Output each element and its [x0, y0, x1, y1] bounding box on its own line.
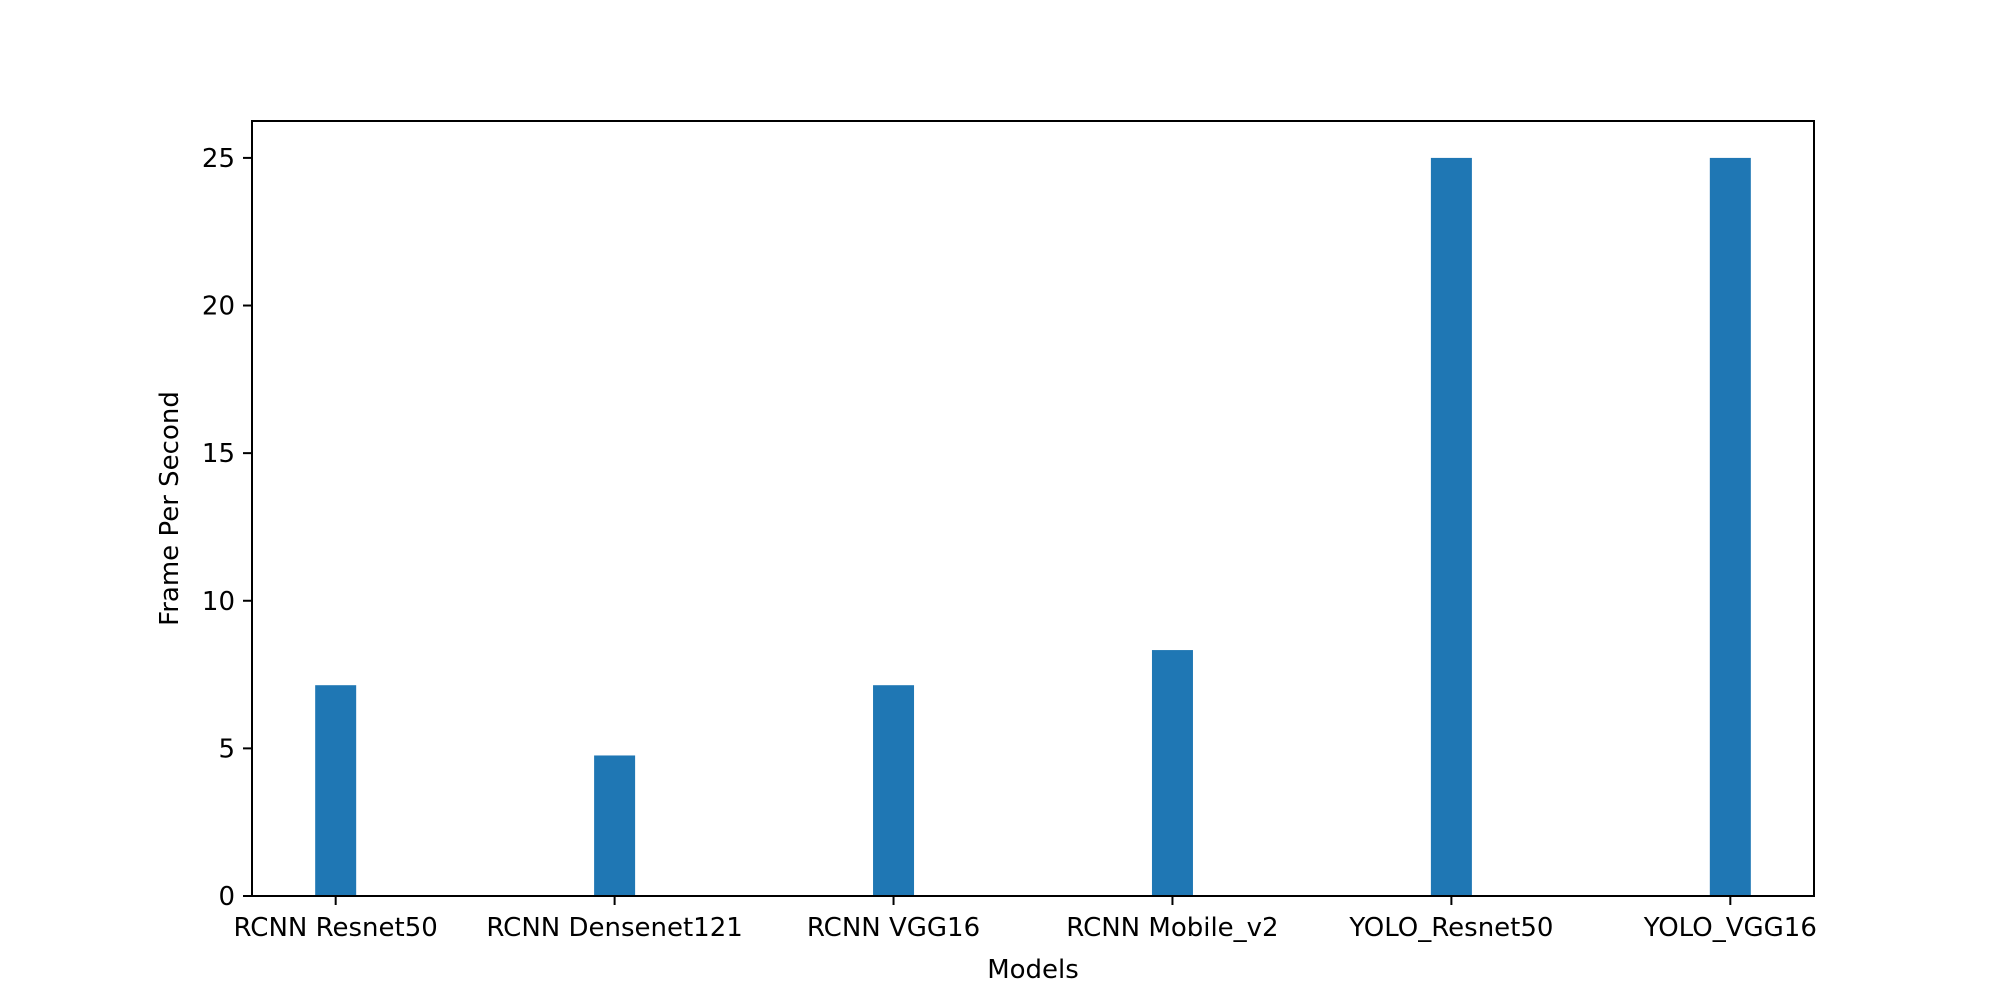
- y-tick-label: 25: [202, 144, 235, 174]
- x-tick-label: YOLO_Resnet50: [1348, 913, 1553, 943]
- x-tick-label: YOLO_VGG16: [1643, 913, 1817, 943]
- x-axis: RCNN Resnet50 RCNN Densenet121 RCNN VGG16 R…: [234, 896, 1817, 943]
- y-tick-label: 15: [202, 439, 235, 469]
- x-tick-label: RCNN Densenet121: [486, 913, 742, 943]
- y-tick-label: 10: [202, 587, 235, 617]
- bar: [1709, 157, 1751, 896]
- y-axis-label: Frame Per Second: [155, 391, 185, 626]
- bar: [1430, 157, 1472, 896]
- x-tick-label: RCNN Resnet50: [234, 913, 438, 943]
- x-tick-label: RCNN VGG16: [807, 913, 980, 943]
- y-axis: 0 5 10 15 20 25: [202, 144, 252, 912]
- bar: [1151, 650, 1193, 896]
- y-tick-label: 0: [218, 882, 235, 912]
- x-tick-label: RCNN Mobile_v2: [1066, 913, 1278, 943]
- plot-frame: [251, 120, 1815, 897]
- y-tick-label: 5: [218, 734, 235, 764]
- x-axis-label: Models: [987, 955, 1079, 985]
- bars-group: [315, 157, 1751, 896]
- bar: [315, 685, 357, 896]
- bar: [594, 755, 636, 896]
- y-tick-label: 20: [202, 292, 235, 322]
- bar: [873, 685, 915, 896]
